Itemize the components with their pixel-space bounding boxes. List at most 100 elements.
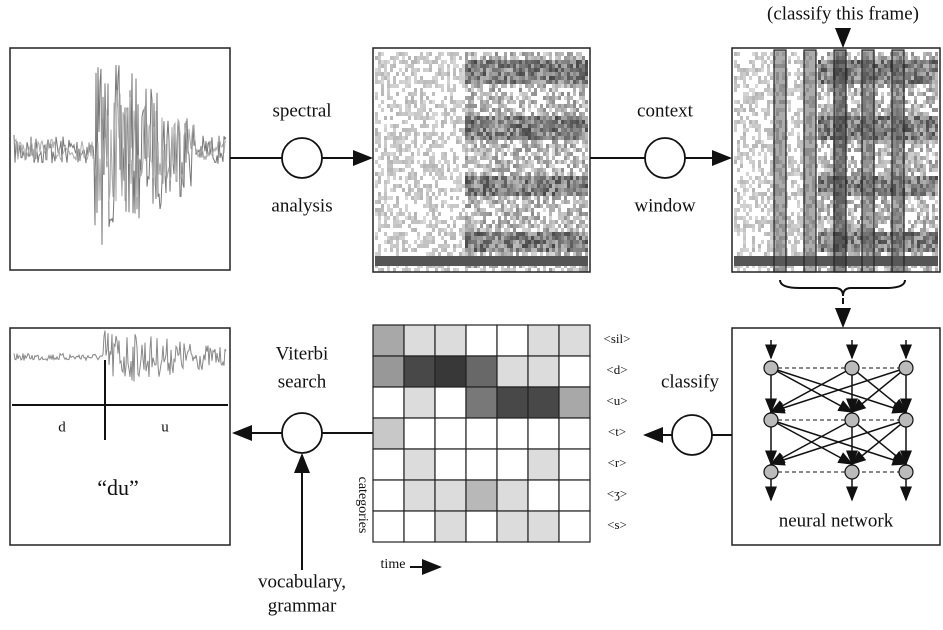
spectrogram-cell: [582, 212, 585, 216]
spectrogram-cell: [423, 116, 426, 120]
spectrogram-cell: [920, 160, 923, 164]
spectrogram-cell: [504, 208, 507, 212]
spectrogram-cell: [770, 60, 773, 64]
spectrogram-cell: [525, 96, 528, 100]
spectrogram-cell: [917, 104, 920, 108]
spectrogram-cell: [525, 232, 528, 236]
spectrogram-cell: [905, 248, 908, 252]
spectrogram-cell: [411, 188, 414, 192]
spectrogram-cell: [456, 104, 459, 108]
spectrogram-cell: [854, 232, 857, 236]
spectrogram-cell: [821, 228, 824, 232]
spectrogram-cell: [830, 180, 833, 184]
spectrogram-cell: [531, 252, 534, 256]
spectrogram-cell: [453, 64, 456, 68]
spectrogram-cell: [570, 124, 573, 128]
spectrogram-cell: [884, 164, 887, 168]
spectrogram-cell: [498, 164, 501, 168]
spectrogram-cell: [788, 164, 791, 168]
spectrogram-cell: [881, 52, 884, 56]
spectrogram-cell: [887, 124, 890, 128]
spectrogram-cell: [749, 124, 752, 128]
spectrogram-cell: [390, 240, 393, 244]
spectrogram-cell: [477, 200, 480, 204]
spectrogram-cell: [549, 236, 552, 240]
spectrogram-cell: [848, 84, 851, 88]
spectrogram-cell: [573, 164, 576, 168]
spectrogram-cell: [740, 72, 743, 76]
spectrogram-cell: [752, 136, 755, 140]
spectrogram-cell: [375, 112, 378, 116]
spectrogram-cell: [378, 156, 381, 160]
spectrogram-cell: [375, 184, 378, 188]
spectrogram-cell: [471, 196, 474, 200]
spectrogram-cell: [827, 244, 830, 248]
spectrogram-cell: [534, 128, 537, 132]
spectrogram-cell: [522, 240, 525, 244]
spectrogram-cell: [519, 180, 522, 184]
spectrogram-cell: [821, 224, 824, 228]
spectrogram-cell: [755, 92, 758, 96]
spectrogram-cell: [800, 64, 803, 68]
spectrogram-cell: [549, 104, 552, 108]
spectrogram-cell: [752, 168, 755, 172]
spectrogram-cell: [770, 240, 773, 244]
spectrogram-cell: [531, 60, 534, 64]
spectrogram-cell: [534, 140, 537, 144]
spectrogram-cell: [429, 252, 432, 256]
spectrogram-cell: [489, 244, 492, 248]
spectrogram-cell: [552, 164, 555, 168]
spectrogram-cell: [767, 108, 770, 112]
spectrogram-cell: [528, 220, 531, 224]
spectrogram-cell: [522, 96, 525, 100]
spectrogram-cell: [797, 76, 800, 80]
spectrogram-cell: [504, 132, 507, 136]
spectrogram-cell: [552, 136, 555, 140]
spectrogram-cell: [387, 104, 390, 108]
spectrogram-cell: [444, 152, 447, 156]
spectrogram-cell: [746, 152, 749, 156]
spectrogram-cell: [492, 80, 495, 84]
spectrogram-cell: [827, 124, 830, 128]
spectrogram-cell: [390, 104, 393, 108]
spectrogram-cell: [390, 208, 393, 212]
spectrogram-cell: [486, 116, 489, 120]
spectrogram-cell: [543, 84, 546, 88]
spectrogram-cell: [561, 124, 564, 128]
spectrogram-cell: [911, 68, 914, 72]
spectrogram-cell: [818, 116, 821, 120]
spectrogram-cell: [824, 176, 827, 180]
spectrogram-cell: [537, 236, 540, 240]
spectrogram-cell: [420, 96, 423, 100]
spectrogram-cell: [546, 252, 549, 256]
spectrogram-cell: [851, 140, 854, 144]
spectrogram-cell: [540, 144, 543, 148]
spectrogram-cell: [450, 228, 453, 232]
spectrogram-cell: [522, 228, 525, 232]
spectrogram-cell: [546, 120, 549, 124]
spectrogram-cell: [435, 56, 438, 60]
spectrogram-cell: [570, 244, 573, 248]
spectrogram-cell: [878, 116, 881, 120]
spectrogram-cell: [459, 140, 462, 144]
spectrogram-cell: [537, 232, 540, 236]
spectrogram-cell: [788, 108, 791, 112]
spectrogram-cell: [504, 168, 507, 172]
spectrogram-cell: [390, 152, 393, 156]
spectrogram-cell: [570, 52, 573, 56]
spectrogram-cell: [441, 104, 444, 108]
spectrogram-cell: [399, 212, 402, 216]
spectrogram-cell: [767, 64, 770, 68]
spectrogram-cell: [495, 156, 498, 160]
spectrogram-cell: [513, 56, 516, 60]
spectrogram-cell: [887, 140, 890, 144]
spectrogram-cell: [558, 208, 561, 212]
spectrogram-cell: [504, 136, 507, 140]
spectrogram-cell: [531, 232, 534, 236]
spectrogram-cell: [857, 224, 860, 228]
spectrogram-cell: [794, 148, 797, 152]
spectrogram-cell: [444, 140, 447, 144]
spectrogram-cell: [818, 124, 821, 128]
spectrogram-cell: [534, 100, 537, 104]
spectrogram-cell: [531, 136, 534, 140]
